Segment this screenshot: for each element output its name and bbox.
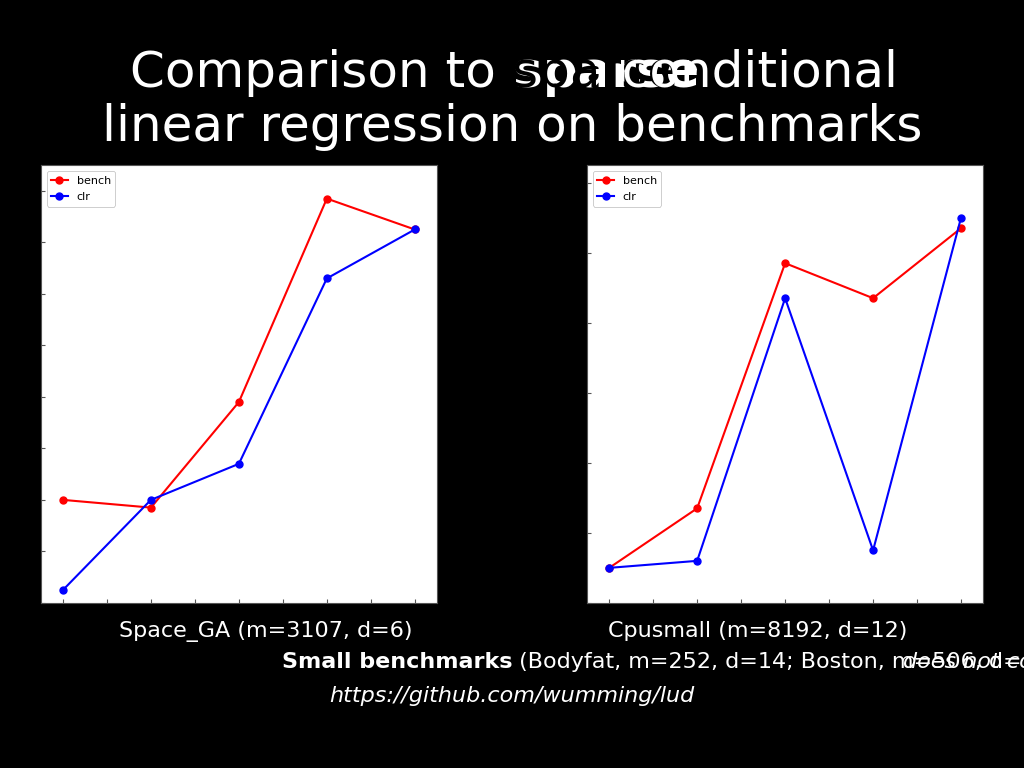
Text: Comparison to: Comparison to xyxy=(130,49,512,97)
clr xyxy=(603,563,615,572)
bench xyxy=(56,495,69,505)
X-axis label: coverage: coverage xyxy=(759,624,811,634)
Text: linear regression on benchmarks: linear regression on benchmarks xyxy=(101,103,923,151)
bench xyxy=(232,397,245,406)
Text: does not converge: does not converge xyxy=(903,652,1024,672)
clr xyxy=(955,213,968,222)
Text: conditional: conditional xyxy=(606,49,898,97)
Line: bench: bench xyxy=(59,195,418,511)
bench xyxy=(691,504,703,513)
Text: sparse: sparse xyxy=(512,49,699,97)
Text: Cpusmall (m=8192, d=12): Cpusmall (m=8192, d=12) xyxy=(608,621,907,641)
Text: (Bodyfat, m=252, d=14; Boston, m=506, d=13):: (Bodyfat, m=252, d=14; Boston, m=506, d=… xyxy=(512,652,1024,672)
bench xyxy=(867,293,880,303)
clr xyxy=(867,546,880,555)
clr xyxy=(779,293,792,303)
clr xyxy=(321,274,333,283)
Title: Space: Space xyxy=(220,151,258,164)
clr xyxy=(56,585,69,594)
Line: bench: bench xyxy=(606,225,965,571)
clr xyxy=(409,225,421,234)
Y-axis label: MSE: MSE xyxy=(0,372,3,396)
bench xyxy=(955,223,968,233)
X-axis label: coverage: coverage xyxy=(213,624,265,634)
Line: clr: clr xyxy=(59,226,418,594)
clr xyxy=(691,556,703,565)
Text: https://github.com/wumming/lud: https://github.com/wumming/lud xyxy=(330,686,694,706)
Text: Space_GA (m=3107, d=6): Space_GA (m=3107, d=6) xyxy=(120,621,413,642)
bench xyxy=(409,225,421,234)
Legend: bench, clr: bench, clr xyxy=(593,170,662,207)
clr xyxy=(144,495,157,505)
Title: Cpusmall: Cpusmall xyxy=(756,151,814,164)
Legend: bench, clr: bench, clr xyxy=(46,170,116,207)
Text: sparse conditional: sparse conditional xyxy=(512,49,970,97)
Text: Small benchmarks: Small benchmarks xyxy=(282,652,512,672)
clr xyxy=(232,459,245,468)
bench xyxy=(321,194,333,204)
bench xyxy=(779,259,792,268)
Y-axis label: MSE: MSE xyxy=(548,372,558,396)
bench xyxy=(144,503,157,512)
bench xyxy=(603,563,615,572)
Line: clr: clr xyxy=(606,214,965,571)
